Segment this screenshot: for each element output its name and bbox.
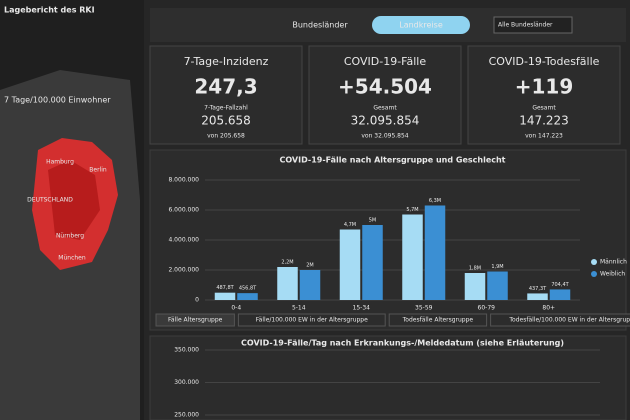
tab: Bundesländer — [292, 21, 348, 30]
bar — [362, 225, 383, 300]
card-note: von 147.223 — [525, 133, 563, 140]
x-tick-label: 80+ — [542, 305, 555, 312]
value-label: 456,8T — [239, 286, 257, 292]
card-title: COVID-19-Todesfälle — [489, 55, 600, 68]
card-note: von 32.095.854 — [361, 133, 408, 140]
value-label: 6,3M — [429, 198, 441, 204]
y-tick-label: 0 — [195, 297, 199, 304]
header-title: Lagebericht des RKI — [4, 6, 95, 15]
bar — [339, 229, 361, 300]
x-tick-label: 0-4 — [231, 305, 241, 312]
map-label: Hamburg — [46, 159, 74, 166]
chart-tab[interactable] — [237, 313, 386, 327]
y-tick-label: 8.000.000 — [168, 177, 199, 184]
bar — [214, 292, 236, 300]
bar — [299, 270, 321, 300]
card-label: Gesamt — [532, 105, 556, 112]
chart-title: COVID-19-Fälle/Tag nach Erkrankungs-/Mel… — [241, 339, 564, 348]
chart-tab-label: Fälle/100.000 EW in der Altersgruppe — [256, 317, 368, 324]
value-label: 4,7M — [344, 222, 356, 228]
tab: Landkreise — [399, 21, 443, 30]
map-label: München — [58, 255, 86, 262]
y-tick-label: 350.000 — [174, 347, 199, 354]
dropdown[interactable] — [493, 16, 573, 34]
tab-active[interactable] — [372, 16, 470, 34]
chart-tab-label: Todesfälle/100.000 EW in der Altersgrupp… — [508, 317, 630, 324]
x-tick-label: 35-59 — [415, 305, 433, 312]
value-label: 1,8M — [469, 266, 481, 272]
legend-label: Männlich — [600, 259, 627, 266]
map-label: DEUTSCHLAND — [27, 197, 73, 204]
value-label: 5,7M — [406, 207, 418, 213]
bar — [237, 293, 258, 300]
card-sub: 205.658 — [201, 114, 251, 128]
bar — [402, 214, 423, 300]
x-tick-label: 5-14 — [292, 305, 306, 312]
line-panel — [149, 335, 627, 420]
chart-tab-label: Fälle Altersgruppe — [168, 317, 223, 324]
map-region — [48, 160, 100, 240]
value-label: 2,2M — [281, 260, 293, 266]
card-value: +119 — [515, 75, 574, 99]
chart-tab[interactable] — [490, 313, 630, 327]
bar — [527, 293, 548, 300]
header-subtitle: 7 Tage/100.000 Einwohner — [4, 96, 111, 105]
map-label: Nürnberg — [56, 233, 84, 240]
chart-tab-label: Todesfälle Altersgruppe — [402, 317, 474, 324]
value-label: 437,3T — [529, 286, 547, 292]
chart-title: COVID-19-Fälle nach Altersgruppe und Ges… — [279, 156, 505, 165]
value-label: 487,8T — [216, 285, 234, 291]
card — [467, 45, 621, 145]
x-tick-label: 15-34 — [353, 305, 371, 312]
bar — [549, 289, 571, 300]
bar — [464, 273, 486, 300]
card-note: von 205.658 — [207, 133, 245, 140]
value-label: 704,4T — [551, 282, 569, 288]
y-tick-label: 300.000 — [174, 379, 199, 386]
bar — [277, 267, 298, 300]
card-sub: 32.095.854 — [351, 114, 420, 128]
bar — [487, 271, 508, 300]
dropdown-label: Alle Bundesländer — [498, 22, 553, 29]
chart-tab[interactable] — [388, 313, 488, 327]
card-title: COVID-19-Fälle — [344, 55, 426, 68]
card-sub: 147.223 — [519, 114, 569, 128]
value-label: 5M — [369, 218, 377, 224]
legend-label: Weiblich — [600, 271, 625, 278]
card — [149, 45, 303, 145]
value-label: 1,9M — [491, 264, 503, 270]
card — [308, 45, 462, 145]
legend-marker — [591, 259, 597, 265]
bar — [424, 205, 446, 300]
y-tick-label: 250.000 — [174, 412, 199, 419]
legend-marker — [591, 271, 597, 277]
y-tick-label: 2.000.000 — [168, 267, 199, 274]
card-label: 7-Tage-Fallzahl — [204, 105, 248, 112]
x-tick-label: 60-79 — [478, 305, 496, 312]
chart-tab[interactable] — [155, 313, 235, 327]
card-title: 7-Tage-Inzidenz — [184, 55, 269, 68]
card-value: +54.504 — [338, 75, 432, 99]
y-tick-label: 6.000.000 — [168, 207, 199, 214]
card-value: 247,3 — [194, 75, 257, 99]
value-label: 2M — [306, 263, 314, 269]
map-label: Berlin — [89, 167, 107, 174]
card-label: Gesamt — [373, 105, 397, 112]
y-tick-label: 4.000.000 — [168, 237, 199, 244]
